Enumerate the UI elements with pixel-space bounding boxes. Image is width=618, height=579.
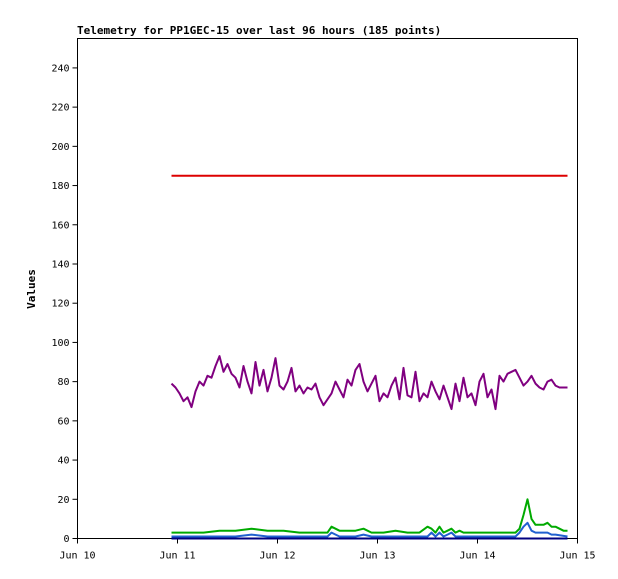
y-tick-label: 120 [51,299,69,310]
x-tick-label: Jun 10 [59,551,95,562]
y-tick-label: 140 [51,259,69,270]
y-tick-label: 200 [51,142,69,153]
y-tick-label: 20 [57,495,69,506]
y-axis: 0 20 40 60 80 100 120 140 160 180 200 220 240 [51,63,78,545]
plot-frame [77,38,578,539]
x-tick-label: Jun 13 [359,551,395,562]
y-tick-label: 240 [51,63,69,74]
y-tick-label: 80 [57,377,69,388]
series-line-1 [170,355,568,411]
series-group [170,174,568,540]
y-axis-label: Values [25,269,38,309]
series-line-2 [171,498,568,534]
x-tick-label: Jun 15 [559,551,595,562]
x-tick-label: Jun 11 [159,551,195,562]
y-tick-label: 60 [57,416,69,427]
y-tick-label: 100 [51,338,69,349]
y-tick-label: 180 [51,181,69,192]
y-tick-label: 0 [63,534,69,545]
x-tick-label: Jun 12 [259,551,295,562]
y-tick-label: 160 [51,220,69,231]
chart-title: Telemetry for PP1GEC-15 over last 96 hou… [77,24,441,37]
y-tick-label: 220 [51,103,69,114]
x-axis: Jun 10 Jun 11 Jun 12 Jun 13 Jun 14 Jun 15 [59,538,596,562]
x-tick-label: Jun 14 [459,551,495,562]
y-tick-label: 40 [57,456,69,467]
series-line-3 [171,521,568,538]
